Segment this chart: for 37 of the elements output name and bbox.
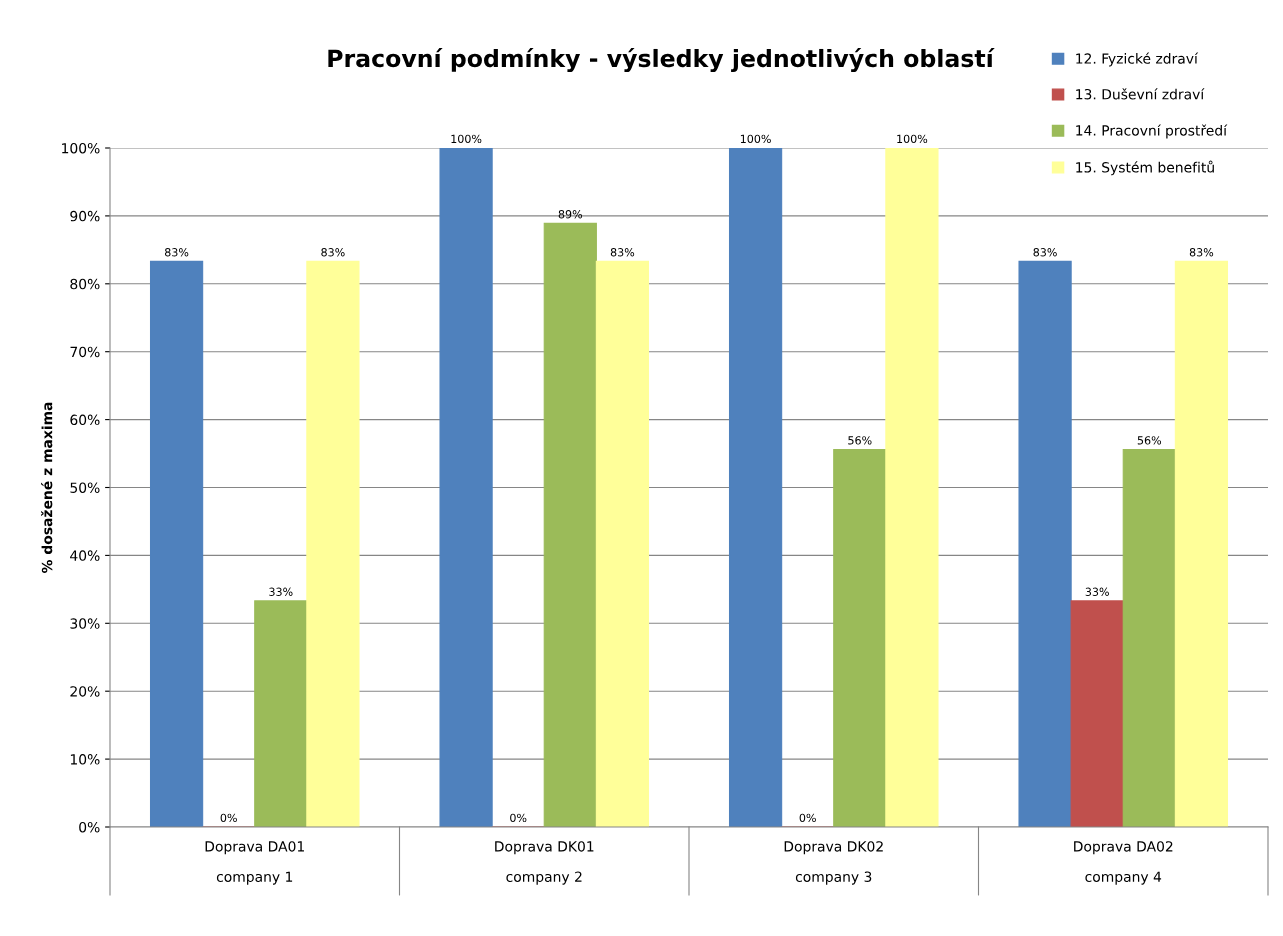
y-tick-label: 100% — [62, 142, 100, 154]
category-label: Doprava DK02 company 3 — [784, 841, 883, 885]
data-label: 83% — [321, 248, 345, 257]
category-label: Doprava DK01 company 2 — [495, 841, 594, 885]
y-tick-label: 70% — [70, 346, 100, 358]
data-label: 0% — [799, 813, 816, 823]
data-label: 83% — [1033, 248, 1057, 257]
data-label: 83% — [1189, 248, 1214, 257]
data-label: 56% — [848, 436, 872, 445]
legend-label: 13. Duševní zdraví — [1076, 88, 1205, 100]
legend-label: 12. Fyzické zdraví — [1076, 52, 1199, 67]
chart-title: Pracovní podmínky - výsledky jednotlivých oblastí — [328, 48, 995, 72]
data-label: 56% — [1137, 436, 1162, 445]
data-label: 89% — [558, 210, 583, 219]
data-label: 83% — [610, 248, 635, 257]
y-tick-label: 50% — [70, 482, 100, 493]
y-tick-label: 90% — [70, 210, 100, 222]
legend-label: 14. Pracovní prostředí — [1076, 124, 1228, 139]
y-tick-label: 0% — [79, 821, 100, 833]
data-label: 83% — [164, 248, 189, 257]
legend-label: 15. Systém benefitů — [1076, 160, 1214, 176]
y-tick-label: 60% — [70, 414, 100, 426]
data-label: 33% — [269, 587, 293, 596]
data-label: 0% — [510, 813, 527, 823]
y-tick-label: 80% — [70, 278, 100, 290]
data-label: 0% — [220, 813, 237, 823]
data-label: 33% — [1085, 587, 1109, 596]
y-tick-label: 20% — [70, 686, 100, 697]
y-axis-title: % dosažené z maxima — [41, 402, 53, 573]
y-tick-label: 30% — [70, 618, 100, 629]
y-tick-label: 10% — [70, 754, 100, 765]
data-label: 100% — [897, 134, 928, 144]
data-label: 100% — [740, 134, 771, 144]
y-tick-label: 40% — [70, 550, 100, 561]
category-label: Doprava DA01 company 1 — [205, 841, 304, 885]
data-label: 100% — [451, 134, 482, 144]
category-label: Doprava DA02 company 4 — [1074, 841, 1173, 885]
